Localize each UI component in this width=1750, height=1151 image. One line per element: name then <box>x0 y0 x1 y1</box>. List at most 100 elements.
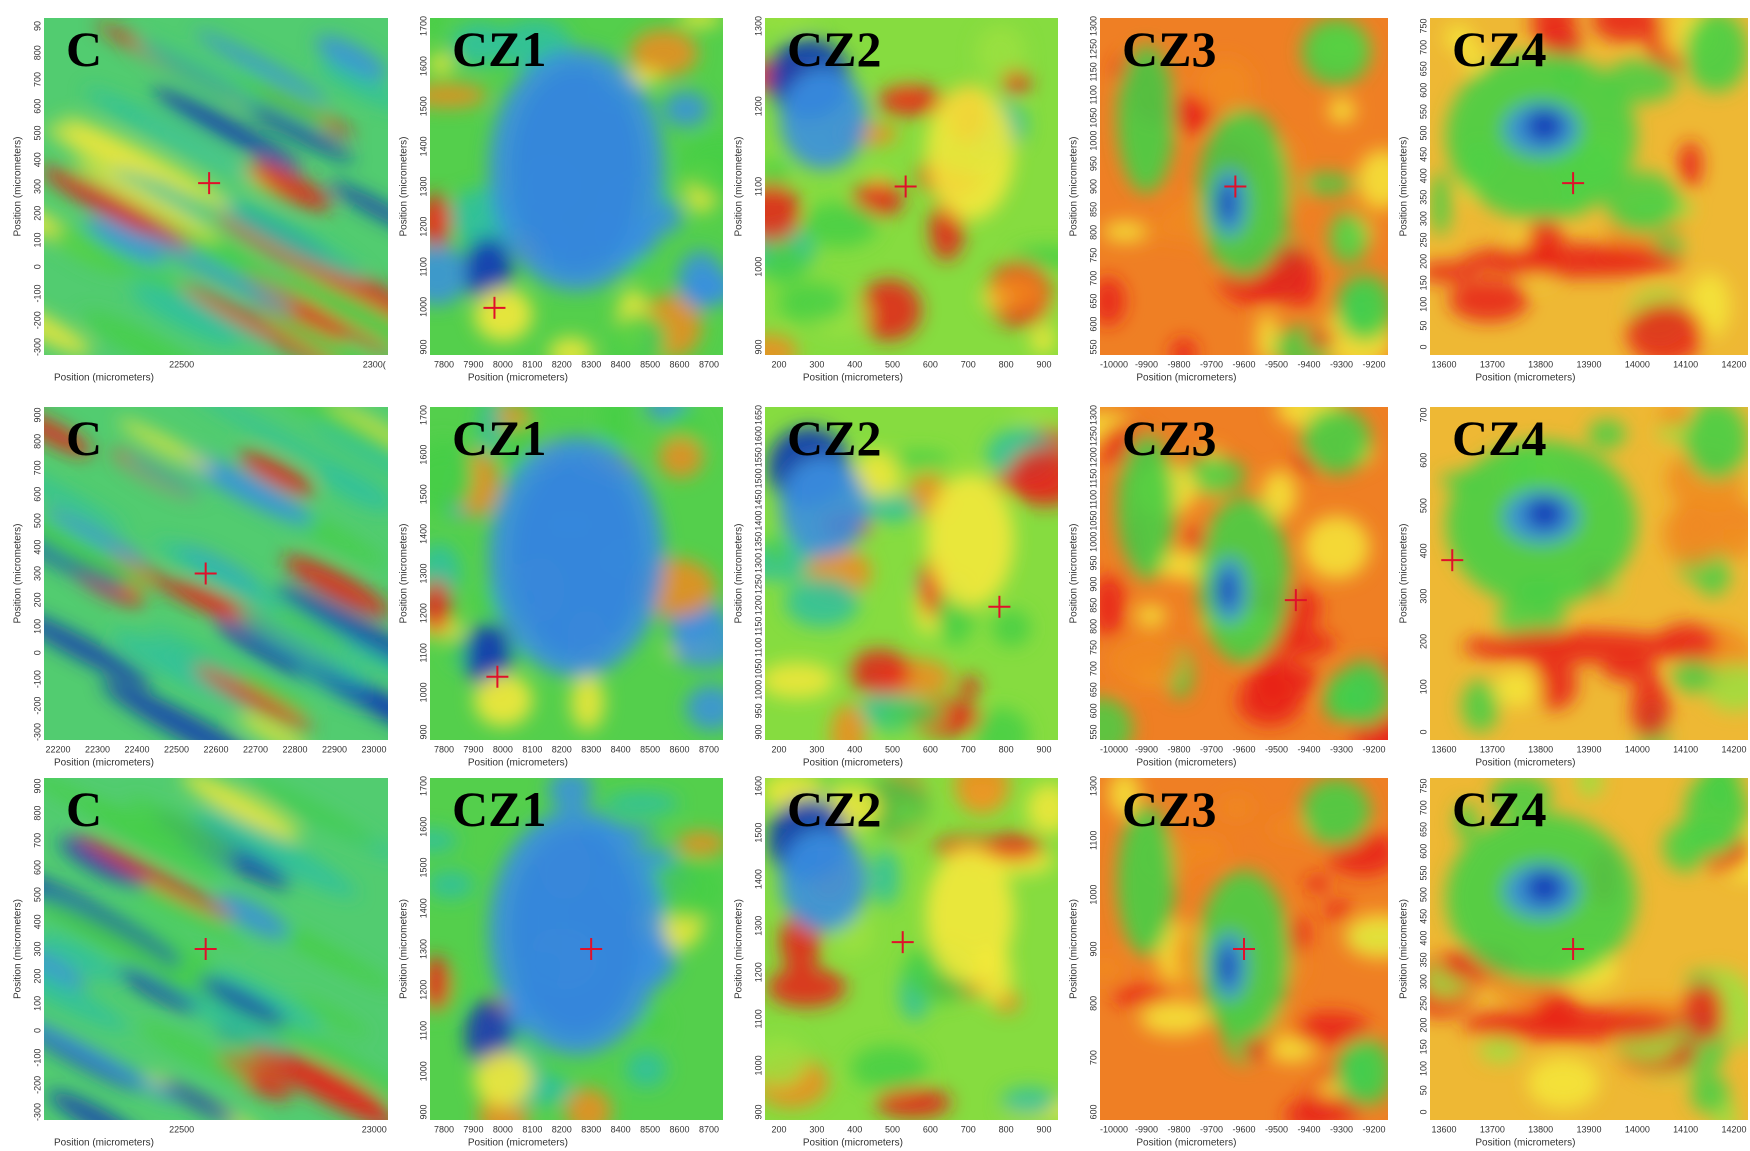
y-tick-label: 600 <box>1418 844 1428 859</box>
y-tick-label: -200 <box>32 1076 42 1094</box>
blob <box>44 940 87 989</box>
panel-label: CZ4 <box>1452 781 1546 837</box>
y-tick-label: 600 <box>1088 317 1098 332</box>
y-tick-label: 950 <box>753 703 763 718</box>
blob <box>1448 278 1529 322</box>
y-tick-label: 1500 <box>753 823 763 843</box>
blob <box>830 704 867 740</box>
blob <box>1295 172 1357 195</box>
panel: C 900 800 700 600 500 400 300 200 100 0 -100 -200 -30… <box>13 778 388 1149</box>
blob <box>1010 407 1058 425</box>
x-tick-label: 22600 <box>203 744 228 754</box>
blob <box>858 494 921 522</box>
blob <box>643 1009 667 1036</box>
blob <box>1591 18 1658 42</box>
y-tick-label: 200 <box>1418 1018 1428 1033</box>
blob <box>765 183 801 242</box>
y-tick-label: 1200 <box>418 217 428 237</box>
y-tick-label: 600 <box>1418 83 1428 98</box>
blob <box>1601 656 1658 682</box>
y-tick-label: 900 <box>1088 179 1098 194</box>
x-tick-label: -9400 <box>1297 1124 1320 1134</box>
x-tick-label: 22200 <box>45 744 70 754</box>
blob <box>1430 172 1452 236</box>
blob <box>1656 423 1693 441</box>
y-tick-label: 1400 <box>753 869 763 889</box>
x-axis-title: Position (micrometers) <box>468 1138 568 1149</box>
blob <box>765 662 835 699</box>
y-tick-label: 400 <box>1418 931 1428 946</box>
x-tick-label: 13700 <box>1480 1124 1505 1134</box>
y-tick-label: 750 <box>1418 778 1428 793</box>
y-tick-label: 600 <box>1418 453 1428 468</box>
blob <box>44 508 145 563</box>
blob <box>1336 1037 1388 1107</box>
panel-label: CZ2 <box>787 410 881 466</box>
y-tick-label: 100 <box>32 232 42 247</box>
blob <box>1532 658 1578 710</box>
blob <box>151 87 303 171</box>
y-tick-label: 550 <box>1088 724 1098 739</box>
heatmap-blobs <box>430 407 723 731</box>
y-tick-label: 1000 <box>418 682 428 702</box>
blob <box>1287 915 1310 954</box>
y-tick-label: 900 <box>32 407 42 422</box>
blob <box>129 286 238 348</box>
y-tick-label: 1200 <box>418 603 428 623</box>
y-tick-label: 1100 <box>753 1009 763 1028</box>
y-tick-label: 100 <box>1418 1061 1428 1076</box>
blob <box>44 301 91 355</box>
panel: C 90 800 700 600 500 400 300 200 100 0 -100 -200 -300… <box>13 18 388 384</box>
blob <box>58 837 147 889</box>
blob <box>1678 140 1703 189</box>
x-tick-label: -9500 <box>1265 359 1288 369</box>
y-tick-label: 1100 <box>418 643 428 662</box>
x-tick-label: 8400 <box>611 359 631 369</box>
y-tick-label: 750 <box>1088 640 1098 655</box>
y-axis-title: Position (micrometers) <box>1069 523 1080 623</box>
blob <box>85 88 255 180</box>
blob <box>82 311 221 355</box>
blob <box>684 271 723 305</box>
panel-label: CZ2 <box>787 21 881 77</box>
x-tick-label: -9600 <box>1232 359 1255 369</box>
panel: C 900 800 700 600 500 400 300 200 100 0 -100 -200 -30… <box>13 407 388 769</box>
y-tick-label: 90 <box>32 21 42 31</box>
y-tick-label: 1400 <box>418 524 428 544</box>
blob <box>430 83 488 108</box>
x-tick-label: 8500 <box>640 744 660 754</box>
y-tick-label: 700 <box>1088 1050 1098 1065</box>
blob <box>44 518 126 593</box>
blob <box>973 708 1030 740</box>
blob <box>238 99 355 163</box>
blob <box>430 955 451 1011</box>
blob <box>430 829 458 853</box>
blob <box>488 808 665 1056</box>
blob <box>991 272 1046 312</box>
x-tick-label: -10000 <box>1100 1124 1128 1134</box>
heatmap <box>1100 18 1388 355</box>
blob <box>875 1087 952 1119</box>
blob <box>1107 634 1184 688</box>
blob <box>1527 1057 1600 1110</box>
y-tick-label: -100 <box>32 670 42 688</box>
y-tick-label: 300 <box>32 566 42 581</box>
blob <box>629 29 698 77</box>
panel: CZ47507006506005505004504003503002502001… <box>1399 18 1748 384</box>
heatmap-blobs <box>1439 407 1748 740</box>
blob <box>1285 1099 1335 1120</box>
x-tick-label: 600 <box>923 359 938 369</box>
y-tick-label: 300 <box>1418 974 1428 989</box>
blob <box>1329 211 1368 265</box>
y-tick-label: 1500 <box>418 857 428 877</box>
y-tick-label: 700 <box>1088 661 1098 676</box>
y-tick-label: 750 <box>1418 18 1428 33</box>
blob <box>473 673 533 727</box>
y-tick-label: 900 <box>1088 577 1098 592</box>
blob <box>1187 837 1227 863</box>
blob <box>1170 337 1197 355</box>
y-tick-label: 800 <box>32 45 42 60</box>
y-tick-label: 100 <box>1418 679 1428 694</box>
heatmap-blobs <box>1100 18 1388 355</box>
